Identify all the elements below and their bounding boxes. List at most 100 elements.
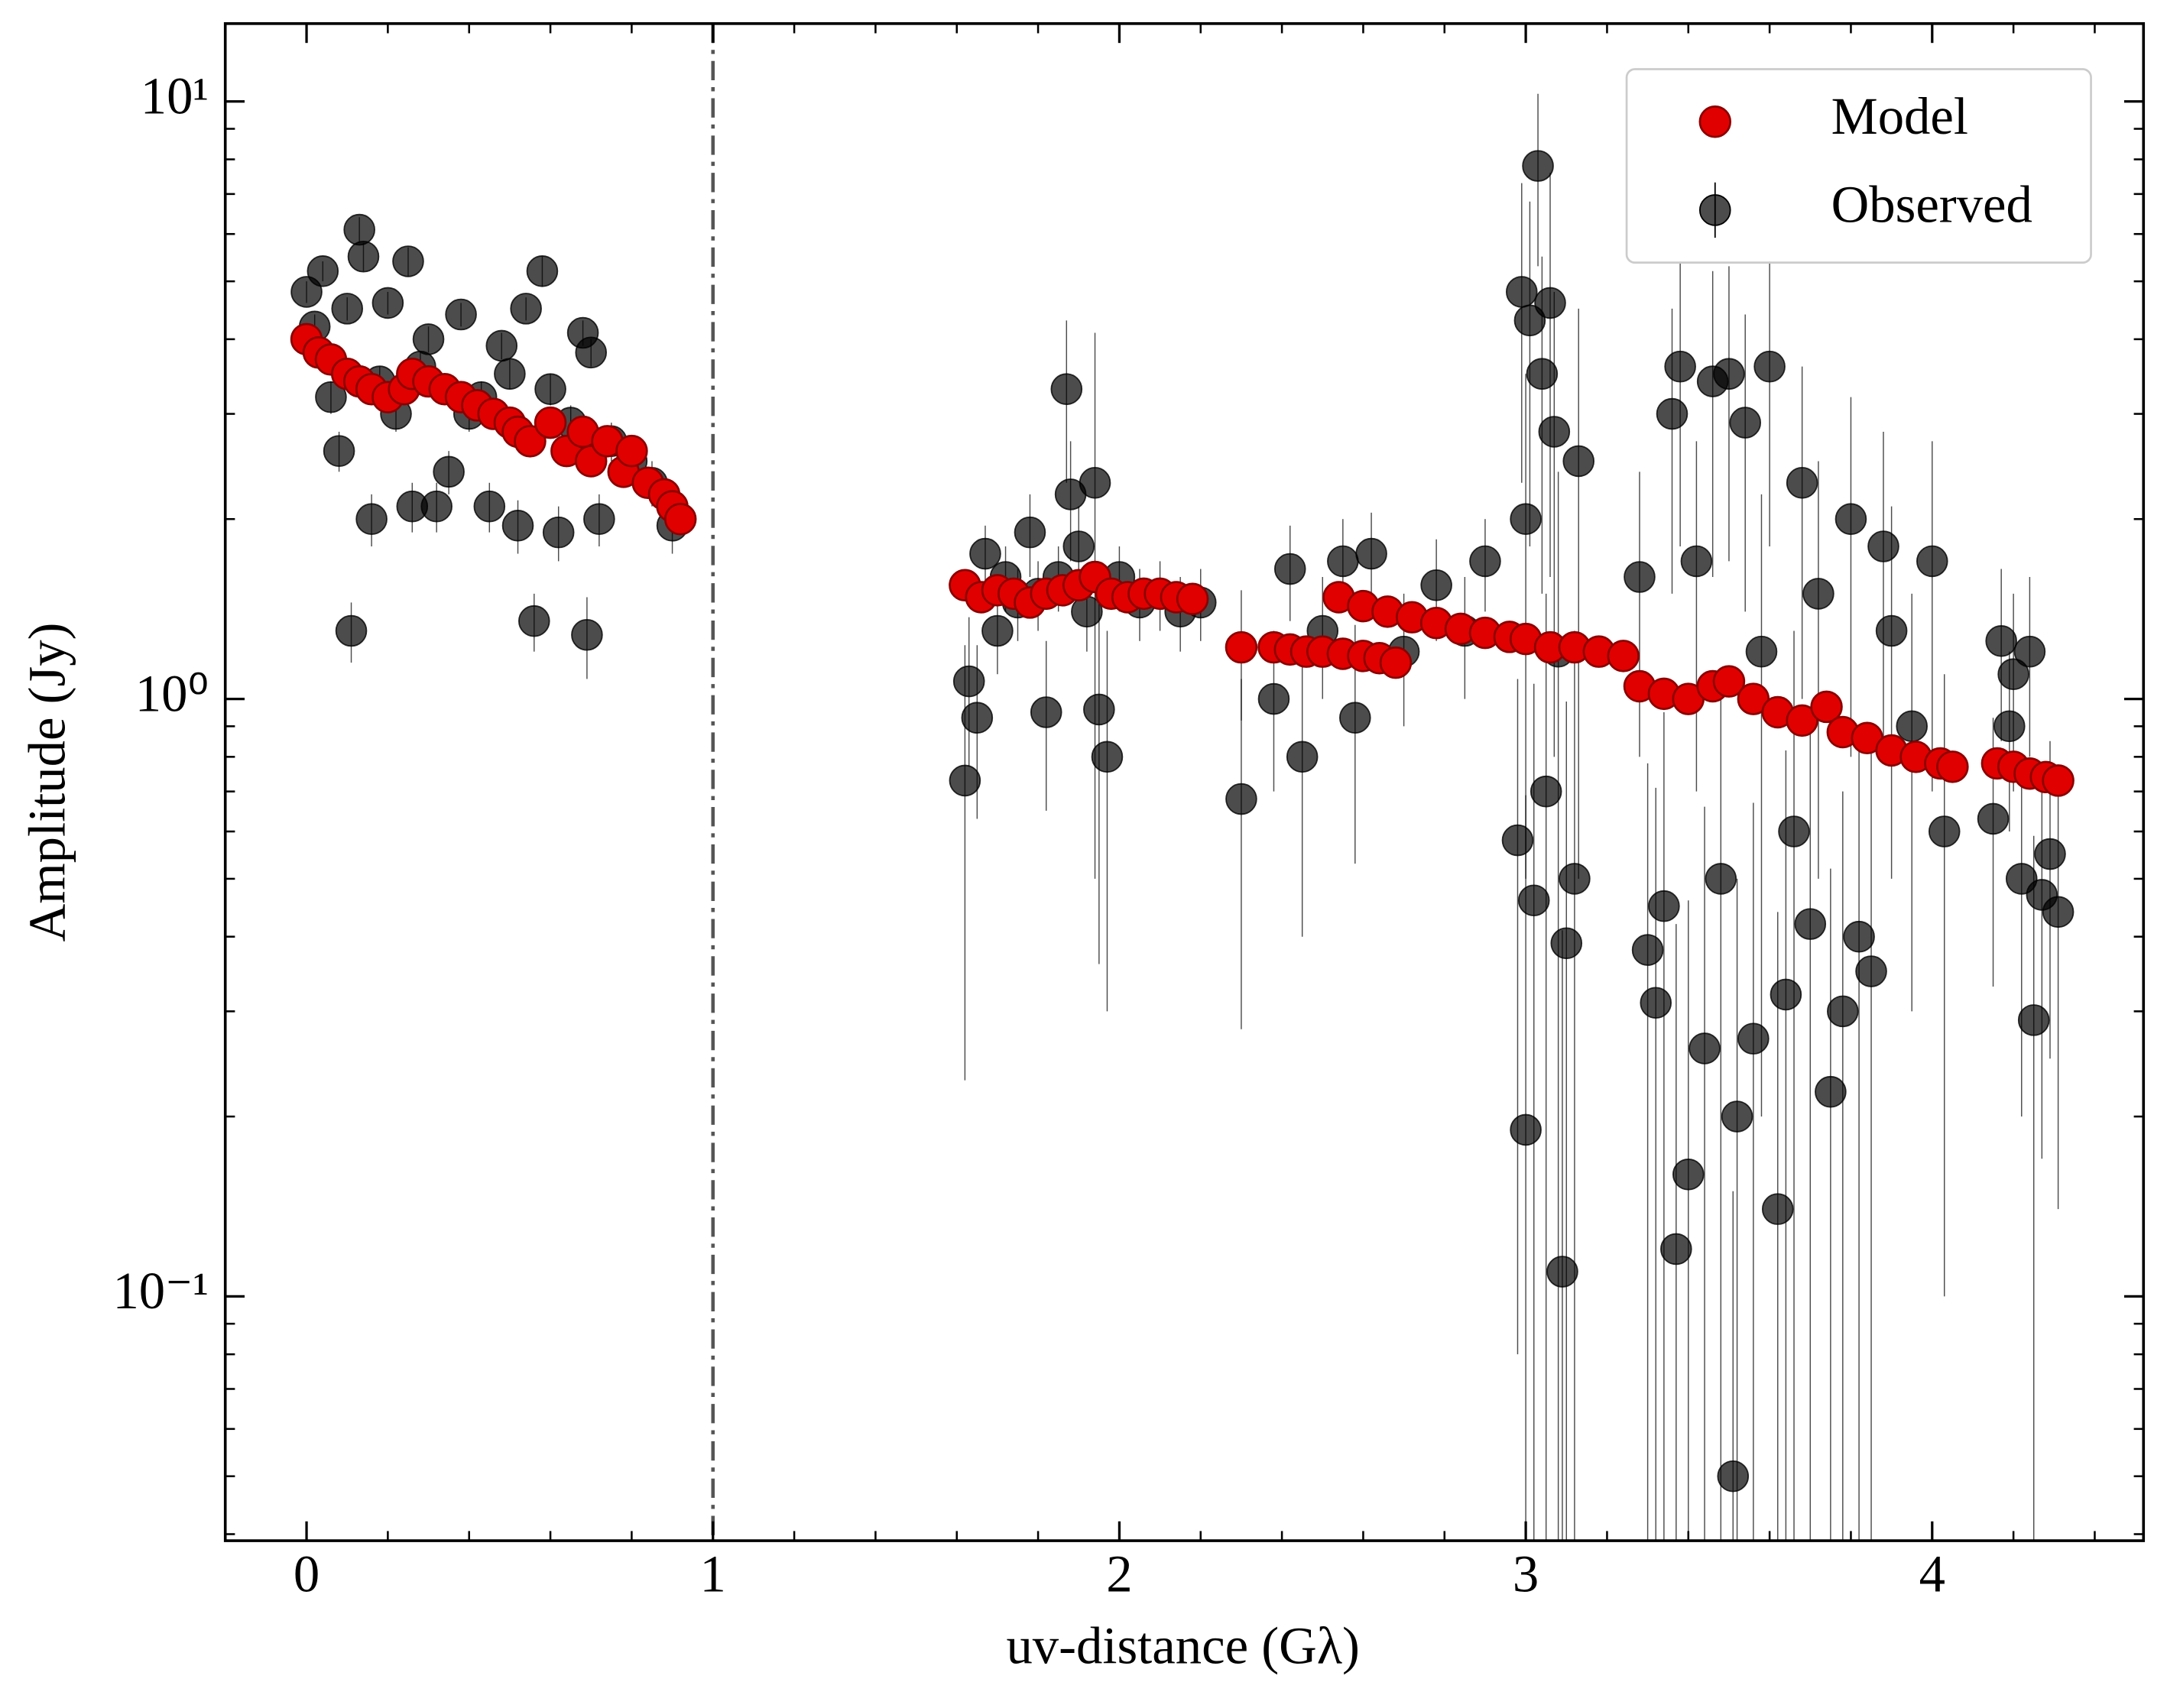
point (1985, 625, 2017, 657)
plot-frame (223, 22, 2146, 1542)
series (290, 93, 2075, 1541)
point (1050, 373, 1083, 405)
point (981, 614, 1014, 647)
point (1928, 815, 1961, 848)
point (1420, 569, 1452, 601)
point (1770, 978, 1802, 1011)
point (315, 381, 347, 413)
point (1062, 530, 1095, 562)
point (1705, 863, 1737, 895)
point (542, 516, 575, 549)
point (1327, 545, 1359, 578)
point (1607, 640, 1640, 673)
point (1977, 802, 2010, 835)
point (1505, 276, 1538, 308)
point (1501, 824, 1534, 857)
x-tick-label: 3 (1513, 1544, 1539, 1603)
point (2017, 1004, 2050, 1036)
point (1680, 545, 1713, 578)
legend: Model Observed (1625, 68, 2092, 264)
point (949, 764, 981, 797)
y-axis-label: Amplitude (Jy) (18, 623, 76, 942)
point (2034, 838, 2066, 870)
point (1522, 150, 1554, 182)
point (1875, 614, 1908, 647)
point (485, 329, 518, 362)
point (1513, 304, 1546, 337)
point (1672, 1159, 1705, 1191)
point (1538, 416, 1571, 448)
point (494, 358, 526, 391)
point (615, 434, 648, 468)
point (473, 490, 506, 523)
point (1273, 553, 1306, 585)
point (1745, 635, 1778, 668)
point (952, 665, 985, 698)
point (1562, 445, 1595, 478)
point (1664, 350, 1696, 383)
point (1721, 1100, 1753, 1133)
point (1713, 358, 1745, 391)
point (1729, 407, 1762, 439)
point (307, 255, 339, 287)
point (347, 240, 380, 273)
point (412, 323, 445, 355)
point (1559, 863, 1591, 895)
point (1640, 987, 1672, 1019)
point (1810, 690, 1843, 724)
point (1802, 578, 1834, 610)
point (1689, 1032, 1721, 1065)
point (1660, 1233, 1692, 1266)
point (1648, 890, 1680, 922)
point (1855, 955, 1887, 987)
y-tick-label: 10⁰ (135, 664, 209, 722)
point (1827, 995, 1859, 1028)
legend-marker (1698, 105, 1732, 138)
point (583, 503, 615, 536)
point (1778, 815, 1810, 848)
point (1712, 665, 1746, 698)
point (575, 336, 608, 369)
point (1834, 503, 1867, 536)
point (526, 255, 559, 287)
point (2013, 635, 2046, 668)
point (1896, 710, 1928, 743)
point (1469, 545, 1501, 578)
point (663, 502, 697, 536)
point (501, 510, 534, 542)
point (1794, 908, 1827, 940)
point (571, 618, 603, 651)
point (392, 245, 424, 277)
point (517, 604, 550, 637)
point (1510, 503, 1542, 536)
point (1530, 775, 1562, 808)
point (1030, 696, 1062, 728)
legend-marker (1698, 194, 1731, 226)
point (371, 287, 404, 319)
point (1737, 1023, 1770, 1055)
x-tick-label: 2 (1106, 1544, 1132, 1603)
point (1631, 934, 1664, 966)
legend-label: Observed (1831, 176, 2032, 234)
point (1176, 582, 1209, 616)
point (420, 490, 453, 523)
x-tick-label: 0 (294, 1544, 320, 1603)
point (1079, 466, 1111, 499)
point (335, 614, 368, 647)
point (1083, 693, 1115, 726)
point (1993, 710, 2026, 743)
point (1510, 1113, 1542, 1146)
point (514, 425, 547, 458)
point (1786, 466, 1818, 499)
point (1225, 783, 1257, 815)
point (1339, 702, 1371, 734)
point (534, 406, 567, 439)
point (1517, 884, 1550, 917)
y-tick-label: 10⁻¹ (112, 1262, 209, 1320)
point (1717, 1460, 1750, 1492)
point (1225, 630, 1258, 664)
point (1014, 516, 1046, 549)
point (1786, 704, 1818, 737)
y-tick-label: 10¹ (141, 67, 209, 125)
point (1916, 545, 1948, 578)
